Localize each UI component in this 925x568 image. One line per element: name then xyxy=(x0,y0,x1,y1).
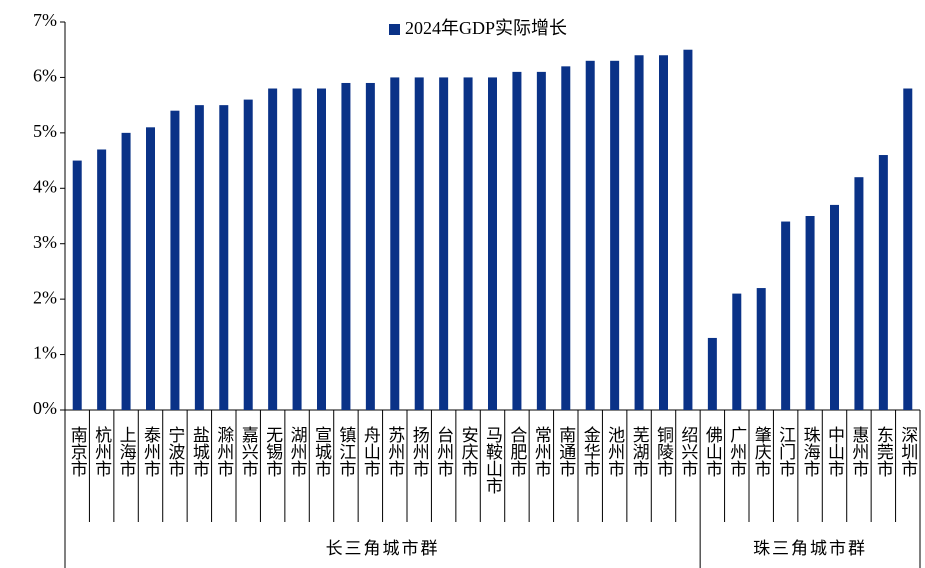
x-tick-label: 绍兴市 xyxy=(678,426,698,477)
x-tick-label: 宁波市 xyxy=(165,426,185,477)
x-tick-label: 南京市 xyxy=(68,426,88,477)
bar xyxy=(463,77,473,410)
x-tick-label: 东莞市 xyxy=(874,426,894,477)
legend-swatch xyxy=(389,24,400,35)
bar xyxy=(365,82,375,410)
bar xyxy=(414,77,424,410)
x-tick-label: 金华市 xyxy=(581,426,601,477)
bar xyxy=(268,88,278,410)
x-tick-label: 台州市 xyxy=(434,426,454,477)
bar xyxy=(854,177,864,410)
x-tick-label: 苏州市 xyxy=(385,426,405,477)
x-tick-label: 嘉兴市 xyxy=(239,426,259,477)
y-tick-label: 0% xyxy=(33,398,57,418)
x-tick-label: 扬州市 xyxy=(410,426,430,477)
x-tick-label: 盐城市 xyxy=(190,426,210,477)
bar xyxy=(72,160,82,410)
bar xyxy=(219,105,229,411)
x-tick-label: 南通市 xyxy=(556,426,576,477)
bar xyxy=(243,99,253,410)
x-tick-label: 深圳市 xyxy=(898,426,918,477)
x-tick-label: 池州市 xyxy=(605,426,625,477)
x-tick-label: 安庆市 xyxy=(459,426,479,477)
bar xyxy=(732,293,742,410)
x-tick-label: 舟山市 xyxy=(361,426,381,477)
y-tick-label: 5% xyxy=(33,121,57,141)
bar xyxy=(170,110,180,410)
bar xyxy=(903,88,913,410)
x-tick-label: 佛山市 xyxy=(703,426,723,477)
y-tick-label: 6% xyxy=(33,66,57,86)
bar xyxy=(488,77,497,410)
bar xyxy=(585,60,595,411)
bar xyxy=(781,221,791,410)
x-tick-label: 滁州市 xyxy=(214,426,234,477)
y-tick-label: 3% xyxy=(33,232,57,252)
bar xyxy=(707,337,717,410)
bar xyxy=(121,132,131,410)
bar xyxy=(317,88,326,410)
x-tick-label: 湖州市 xyxy=(288,426,308,477)
bar xyxy=(610,60,620,411)
bar xyxy=(756,288,766,410)
x-tick-label: 铜陵市 xyxy=(654,426,674,477)
x-tick-label: 杭州市 xyxy=(92,426,112,477)
x-tick-label: 泰州市 xyxy=(141,426,161,477)
bar xyxy=(292,88,302,410)
bar xyxy=(439,77,449,410)
bar xyxy=(659,55,668,410)
y-tick-label: 7% xyxy=(33,10,57,30)
x-tick-label: 肇庆市 xyxy=(752,426,772,477)
x-tick-label: 常州市 xyxy=(532,426,552,477)
bar xyxy=(97,149,107,410)
bar xyxy=(146,127,155,411)
bar xyxy=(805,216,815,410)
bar xyxy=(683,49,693,410)
x-tick-label: 珠海市 xyxy=(801,426,821,477)
y-tick-label: 1% xyxy=(33,343,57,363)
x-tick-label: 无锡市 xyxy=(263,426,283,477)
bar xyxy=(341,82,351,410)
x-tick-label: 马鞍山市 xyxy=(483,426,503,494)
x-tick-label: 镇江市 xyxy=(336,426,356,477)
x-tick-label: 合肥市 xyxy=(507,426,527,477)
x-tick-label: 上海市 xyxy=(117,426,137,477)
bar xyxy=(390,77,400,410)
x-tick-label: 宣城市 xyxy=(312,426,332,477)
bar xyxy=(536,71,546,410)
x-tick-label: 中山市 xyxy=(825,426,845,477)
bar xyxy=(830,204,839,410)
y-tick-label: 4% xyxy=(33,176,57,196)
bar xyxy=(878,155,888,410)
x-tick-label: 芜湖市 xyxy=(630,426,650,477)
x-tick-label: 惠州市 xyxy=(849,426,869,477)
x-tick-label: 江门市 xyxy=(776,426,796,477)
bar xyxy=(194,105,204,411)
x-tick-label: 广州市 xyxy=(727,426,747,477)
group-label: 长三角城市群 xyxy=(326,539,440,558)
bar xyxy=(561,66,571,410)
y-tick-label: 2% xyxy=(33,287,57,307)
bar xyxy=(512,71,522,410)
group-label: 珠三角城市群 xyxy=(753,539,867,558)
legend-label: 2024年GDP实际增长 xyxy=(405,18,567,38)
bar xyxy=(634,55,644,410)
